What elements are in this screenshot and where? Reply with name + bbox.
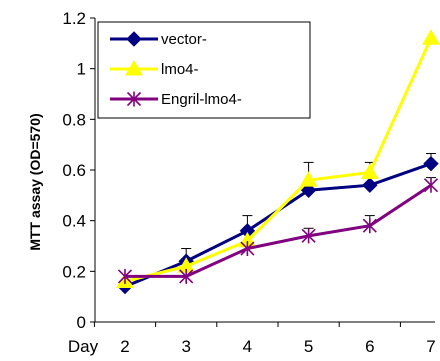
y-tick-label: 0.8 xyxy=(62,110,86,129)
x-tick-label: 2 xyxy=(120,337,129,356)
legend-marker xyxy=(126,31,142,47)
legend-item: lmo4- xyxy=(110,59,199,78)
y-tick-label: 0.4 xyxy=(62,212,86,231)
series-2 xyxy=(117,177,439,284)
axes: 0 0.2 0.4 0.6 0.8 1 1.2 2 3 4 5 6 7 Day MTT assay (OD=… xyxy=(27,9,436,356)
x-tick-label: 4 xyxy=(243,337,252,356)
series-line xyxy=(124,162,432,288)
x-axis-label: Day xyxy=(68,337,99,356)
data-point xyxy=(423,155,439,172)
data-point xyxy=(299,171,318,187)
legend-item: vector- xyxy=(110,31,207,48)
x-tick-label: 3 xyxy=(181,337,190,356)
y-tick-label: 0 xyxy=(77,313,86,332)
legend-marker xyxy=(125,59,143,76)
data-point xyxy=(117,268,133,284)
series-line xyxy=(124,37,433,283)
legend-label: Engril-lmo4- xyxy=(161,91,242,108)
data-point xyxy=(360,163,379,180)
legend: vector-lmo4- Engril-lmo4- xyxy=(97,21,311,119)
data-point xyxy=(179,268,194,284)
data-point xyxy=(362,177,378,193)
x-tick-label: 6 xyxy=(365,337,374,356)
legend-label: vector- xyxy=(161,31,207,48)
x-tick-label: 5 xyxy=(304,337,313,356)
y-tick-label: 0.6 xyxy=(62,161,86,180)
y-tick-label: 0.2 xyxy=(62,262,86,281)
legend-marker xyxy=(126,91,142,107)
data-point xyxy=(300,182,317,198)
data-point xyxy=(423,177,439,193)
plot-marks xyxy=(116,29,440,295)
series-line xyxy=(125,183,432,278)
data-point xyxy=(362,218,377,234)
x-tick-label: 7 xyxy=(426,337,435,356)
y-tick-label: 1 xyxy=(77,60,86,79)
y-axis-label: MTT assay (OD=570) xyxy=(27,113,43,250)
legend-item: Engril-lmo4- xyxy=(110,91,242,108)
legend-label: lmo4- xyxy=(161,61,199,78)
y-tick-label: 1.2 xyxy=(62,9,86,28)
data-point xyxy=(240,241,255,257)
data-point xyxy=(422,29,440,45)
data-point xyxy=(301,228,316,244)
